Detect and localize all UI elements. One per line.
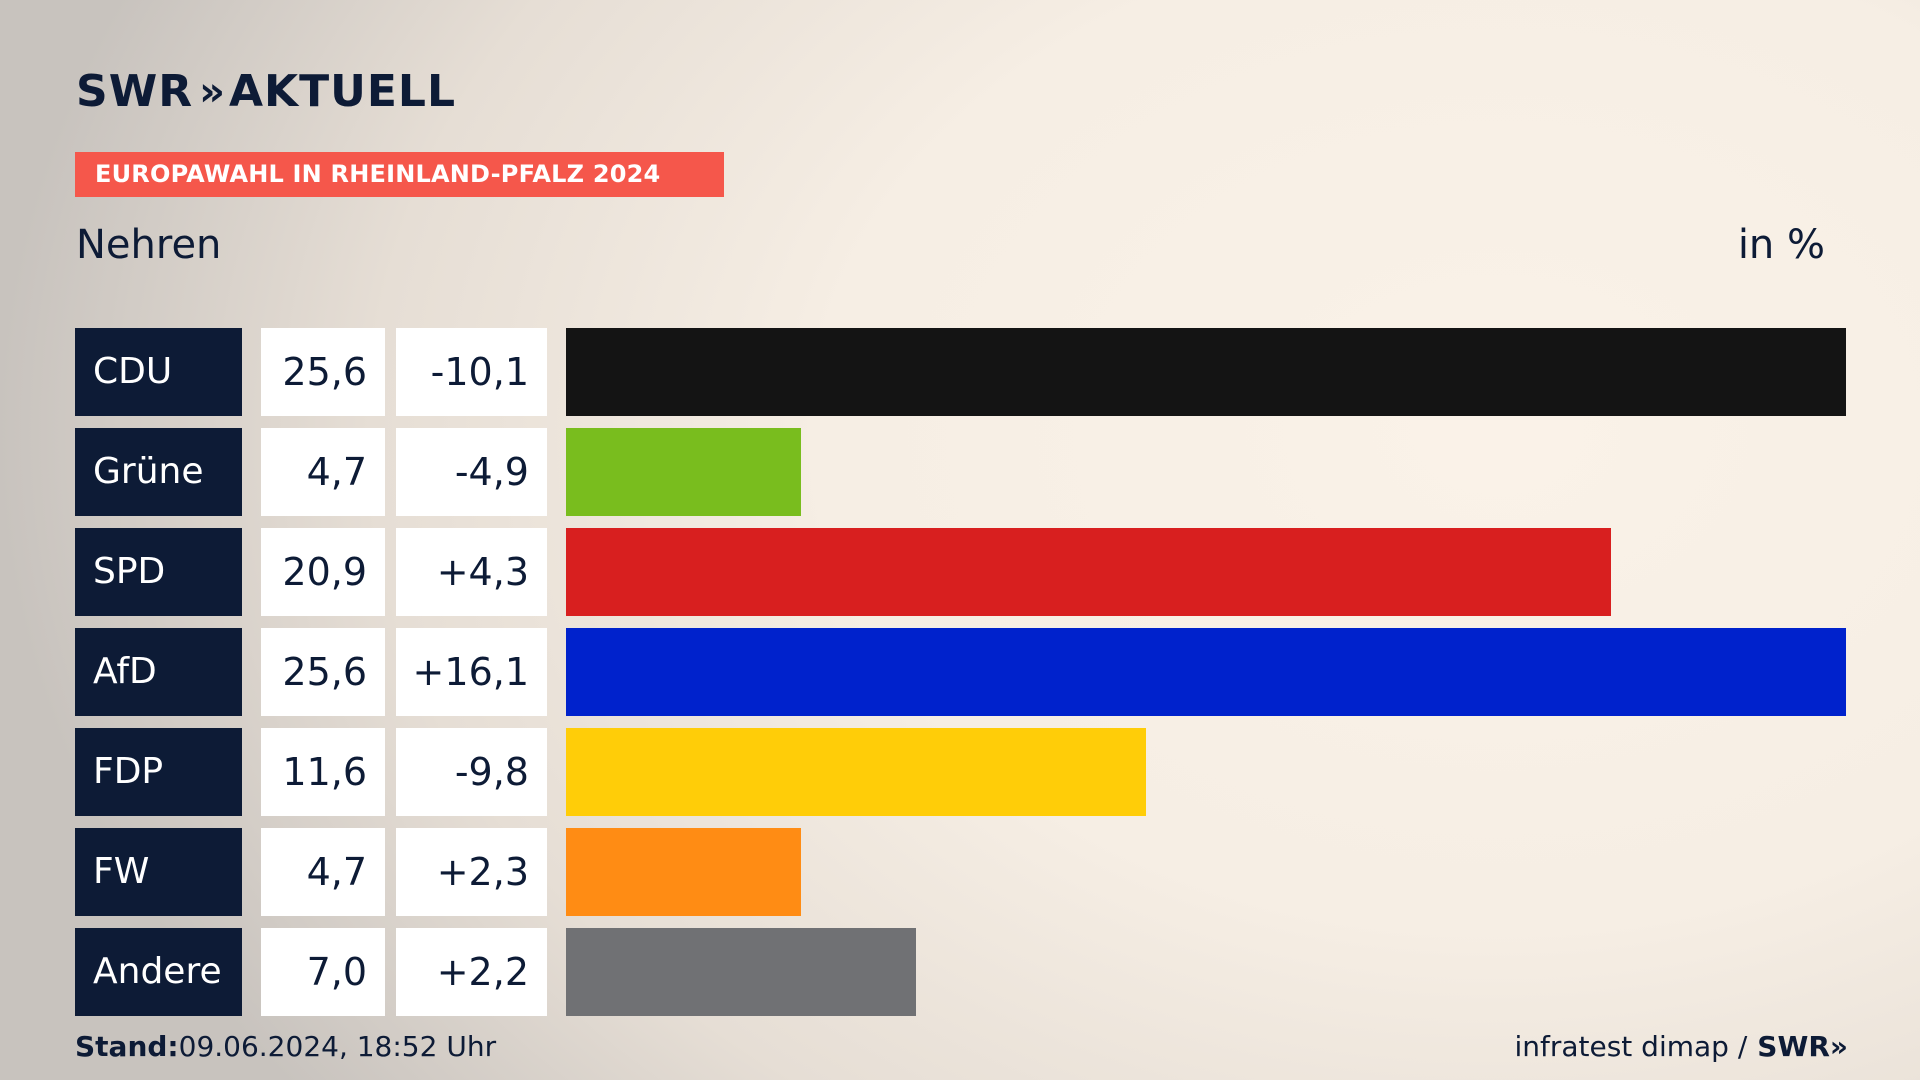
result-row: SPD 20,9 +4,3 (0, 528, 1920, 616)
result-bar (566, 428, 801, 516)
party-label: Andere (75, 928, 242, 1016)
vote-share-label: 7,0 (261, 928, 385, 1016)
logo-brand: SWR (76, 66, 194, 117)
party-label: SPD (75, 528, 242, 616)
result-bar (566, 328, 1846, 416)
source-chevron-icon: » (1829, 1030, 1848, 1063)
stand-label: Stand: (75, 1030, 179, 1063)
result-row: AfD 25,6 +16,1 (0, 628, 1920, 716)
result-bar (566, 728, 1146, 816)
change-label: +4,3 (396, 528, 547, 616)
swr-aktuell-logo: SWR » AKTUELL (76, 70, 456, 114)
election-tag: EUROPAWAHL IN RHEINLAND-PFALZ 2024 (75, 152, 724, 197)
place-title: Nehren (76, 222, 222, 268)
stand-value: 09.06.2024, 18:52 Uhr (178, 1030, 497, 1063)
timestamp: Stand:09.06.2024, 18:52 Uhr (75, 1030, 496, 1063)
vote-share-label: 25,6 (261, 628, 385, 716)
change-label: +2,2 (396, 928, 547, 1016)
source-brand: SWR (1757, 1030, 1830, 1063)
party-label: CDU (75, 328, 242, 416)
source-credit: infratest dimap / SWR » (1514, 1030, 1848, 1063)
result-row: Andere 7,0 +2,2 (0, 928, 1920, 1016)
result-row: FDP 11,6 -9,8 (0, 728, 1920, 816)
party-label: FW (75, 828, 242, 916)
logo-product: AKTUELL (228, 66, 456, 117)
result-row: FW 4,7 +2,3 (0, 828, 1920, 916)
party-label: AfD (75, 628, 242, 716)
party-label: FDP (75, 728, 242, 816)
result-bar (566, 928, 916, 1016)
vote-share-label: 25,6 (261, 328, 385, 416)
result-row: CDU 25,6 -10,1 (0, 328, 1920, 416)
party-label: Grüne (75, 428, 242, 516)
change-label: -4,9 (396, 428, 547, 516)
source-text: infratest dimap / (1514, 1030, 1748, 1063)
vote-share-label: 4,7 (261, 828, 385, 916)
change-label: -10,1 (396, 328, 547, 416)
change-label: +2,3 (396, 828, 547, 916)
vote-share-label: 20,9 (261, 528, 385, 616)
result-bar (566, 528, 1611, 616)
result-row: Grüne 4,7 -4,9 (0, 428, 1920, 516)
change-label: +16,1 (396, 628, 547, 716)
vote-share-label: 11,6 (261, 728, 385, 816)
vote-share-label: 4,7 (261, 428, 385, 516)
result-bar (566, 828, 801, 916)
result-bar (566, 628, 1846, 716)
change-label: -9,8 (396, 728, 547, 816)
unit-label: in % (1737, 222, 1825, 268)
